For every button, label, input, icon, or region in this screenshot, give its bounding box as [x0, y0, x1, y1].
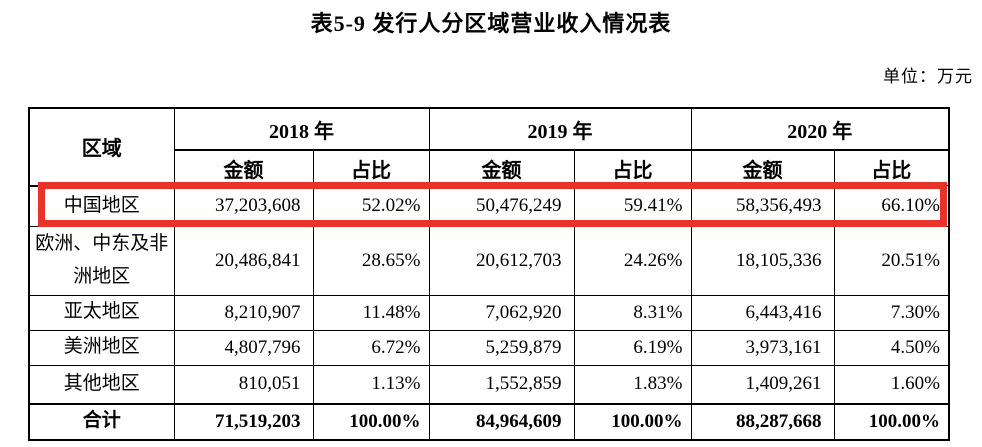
- cell-ratio-2018: 100.00%: [312, 402, 430, 440]
- cell-amount-2018: 20,486,841: [173, 225, 314, 296]
- cell-amount-2019: 20,612,703: [428, 225, 575, 296]
- cell-region: 亚太地区: [28, 294, 175, 331]
- cell-amount-2020: 58,356,493: [690, 185, 835, 227]
- cell-ratio-2020: 100.00%: [833, 402, 950, 440]
- cell-amount-2020: 6,443,416: [690, 294, 835, 331]
- cell-amount-2020: 3,973,161: [690, 329, 835, 366]
- cell-ratio-2018: 52.02%: [312, 185, 430, 227]
- revenue-by-region-table: 区域 2018 年 2019 年 2020 年 金额 占比 金额 占比 金额 占…: [28, 107, 950, 441]
- cell-ratio-2020: 1.60%: [833, 364, 950, 404]
- sub-header-row: 金额 占比 金额 占比 金额 占比: [29, 149, 950, 186]
- cell-ratio-2019: 100.00%: [573, 402, 692, 440]
- year-header-row: 区域 2018 年 2019 年 2020 年: [28, 107, 950, 187]
- cell-ratio-2019: 59.41%: [573, 185, 692, 227]
- cell-region: 合计: [28, 402, 175, 440]
- amount-header-2018: 金额: [173, 149, 314, 186]
- cell-ratio-2018: 1.13%: [312, 364, 430, 404]
- ratio-header-2019: 占比: [573, 149, 692, 186]
- cell-amount-2020: 88,287,668: [690, 402, 835, 440]
- cell-amount-2018: 37,203,608: [173, 185, 314, 227]
- cell-amount-2018: 4,807,796: [173, 329, 314, 366]
- amount-header-2019: 金额: [428, 149, 575, 186]
- cell-ratio-2019: 6.19%: [573, 329, 692, 366]
- cell-amount-2019: 5,259,879: [428, 329, 575, 366]
- cell-amount-2018: 71,519,203: [173, 402, 314, 440]
- cell-ratio-2019: 24.26%: [573, 225, 692, 296]
- table-row-apac: 亚太地区 8,210,907 11.48% 7,062,920 8.31% 6,…: [28, 294, 950, 331]
- cell-amount-2018: 8,210,907: [173, 294, 314, 331]
- cell-ratio-2018: 11.48%: [312, 294, 430, 331]
- cell-region: 欧洲、中东及非洲地区: [28, 225, 175, 296]
- cell-ratio-2018: 28.65%: [312, 225, 430, 296]
- cell-amount-2019: 84,964,609: [428, 402, 575, 440]
- table-row-total: 合计 71,519,203 100.00% 84,964,609 100.00%…: [28, 402, 950, 440]
- unit-note: 单位：万元: [883, 67, 973, 86]
- cell-region: 其他地区: [28, 364, 175, 404]
- table-title: 表5-9 发行人分区域营业收入情况表: [310, 11, 672, 36]
- cell-amount-2019: 50,476,249: [428, 185, 575, 227]
- cell-ratio-2020: 66.10%: [833, 185, 950, 227]
- cell-ratio-2019: 1.83%: [573, 364, 692, 404]
- cell-ratio-2020: 4.50%: [833, 329, 950, 366]
- cell-ratio-2020: 7.30%: [833, 294, 950, 331]
- cell-amount-2019: 1,552,859: [428, 364, 575, 404]
- table-row-other: 其他地区 810,051 1.13% 1,552,859 1.83% 1,409…: [28, 364, 950, 404]
- year-header-2018: 2018 年: [173, 107, 430, 151]
- cell-amount-2019: 7,062,920: [428, 294, 575, 331]
- year-header-2019: 2019 年: [428, 107, 692, 151]
- region-column-header: 区域: [28, 107, 175, 187]
- ratio-header-2018: 占比: [312, 149, 430, 186]
- cell-ratio-2019: 8.31%: [573, 294, 692, 331]
- cell-amount-2018: 810,051: [173, 364, 314, 404]
- cell-amount-2020: 1,409,261: [690, 364, 835, 404]
- table-row-emea: 欧洲、中东及非洲地区 20,486,841 28.65% 20,612,703 …: [28, 225, 950, 296]
- cell-region: 中国地区: [28, 185, 175, 227]
- year-header-2020: 2020 年: [690, 107, 950, 151]
- cell-ratio-2020: 20.51%: [833, 225, 950, 296]
- amount-header-2020: 金额: [690, 149, 835, 186]
- cell-region: 美洲地区: [28, 329, 175, 366]
- cell-amount-2020: 18,105,336: [690, 225, 835, 296]
- table-row-china: 中国地区 37,203,608 52.02% 50,476,249 59.41%…: [28, 185, 950, 227]
- table-row-americas: 美洲地区 4,807,796 6.72% 5,259,879 6.19% 3,9…: [28, 329, 950, 366]
- cell-ratio-2018: 6.72%: [312, 329, 430, 366]
- ratio-header-2020: 占比: [833, 149, 950, 186]
